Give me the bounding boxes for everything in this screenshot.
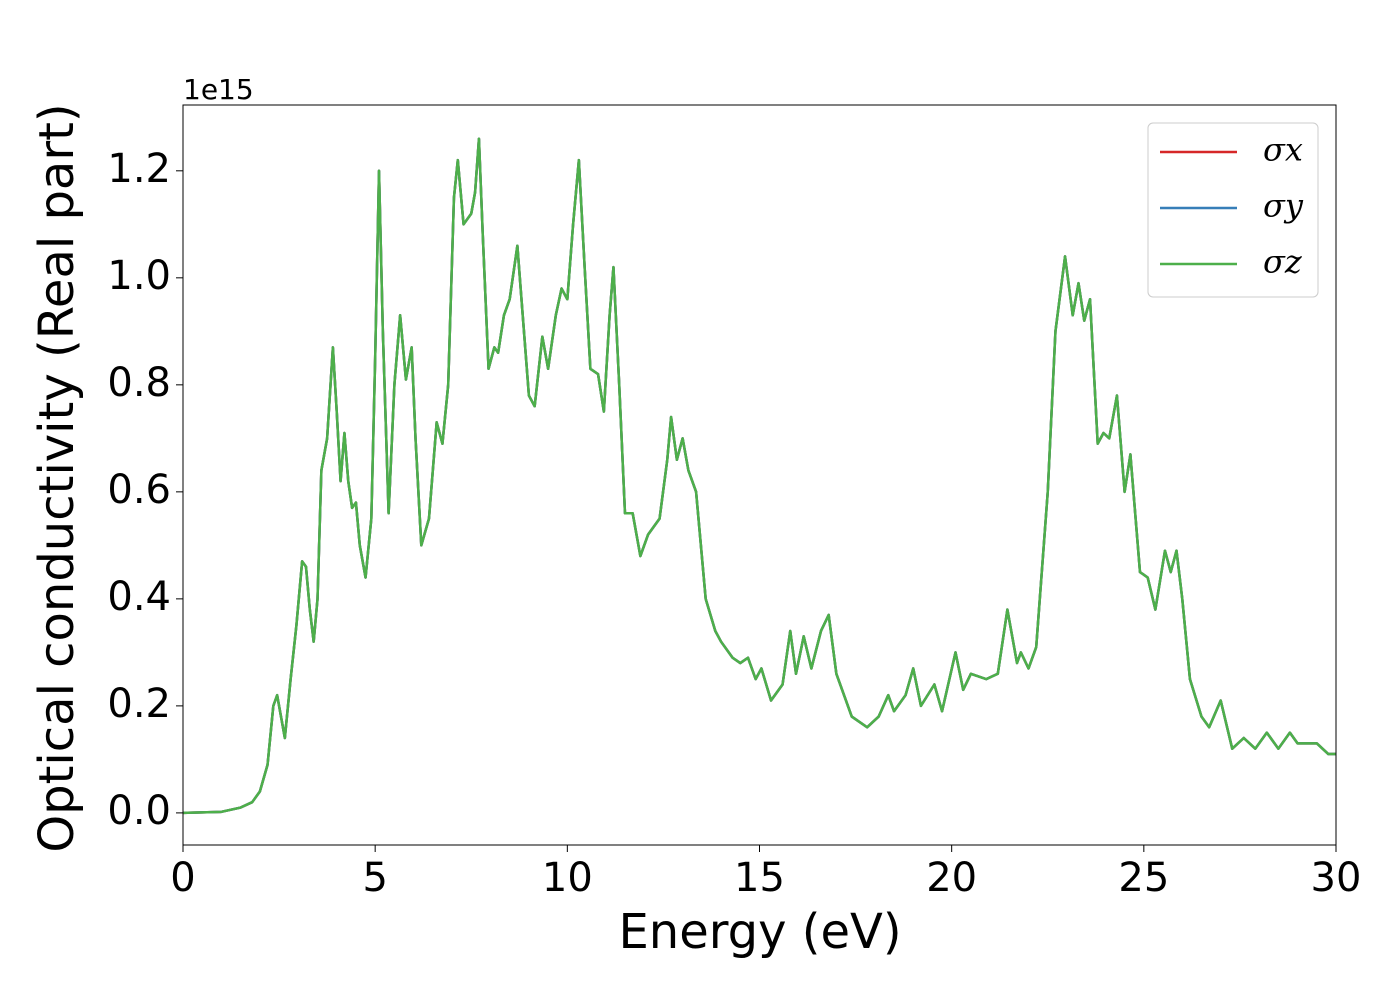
x-tick-label: 30 — [1311, 855, 1362, 901]
series-line — [182, 137, 1336, 815]
y-tick-label: 0.4 — [107, 574, 171, 620]
x-tick-label: 0 — [170, 855, 195, 901]
x-tick-label: 10 — [542, 855, 593, 901]
y-offset-label: 1e15 — [183, 73, 254, 106]
legend-label: σx — [1263, 131, 1303, 169]
legend-label: σy — [1263, 187, 1304, 225]
y-tick-label: 0.0 — [107, 788, 171, 834]
legend-label: σz — [1263, 243, 1303, 281]
legend-box — [1147, 122, 1319, 298]
y-tick-label: 1.2 — [107, 146, 171, 192]
x-tick-label: 20 — [926, 855, 977, 901]
x-tick-label: 5 — [362, 855, 387, 901]
y-tick-label: 0.8 — [107, 360, 171, 406]
x-tick-label: 15 — [734, 855, 785, 901]
x-tick-label: 25 — [1118, 855, 1169, 901]
y-tick-label: 0.2 — [107, 681, 171, 727]
y-axis-label: Optical conductivity (Real part) — [29, 103, 85, 852]
x-axis-label: Energy (eV) — [618, 904, 901, 960]
y-tick-label: 1.0 — [107, 253, 171, 299]
y-tick-label: 0.6 — [107, 467, 171, 513]
plot-frame — [182, 104, 1337, 846]
